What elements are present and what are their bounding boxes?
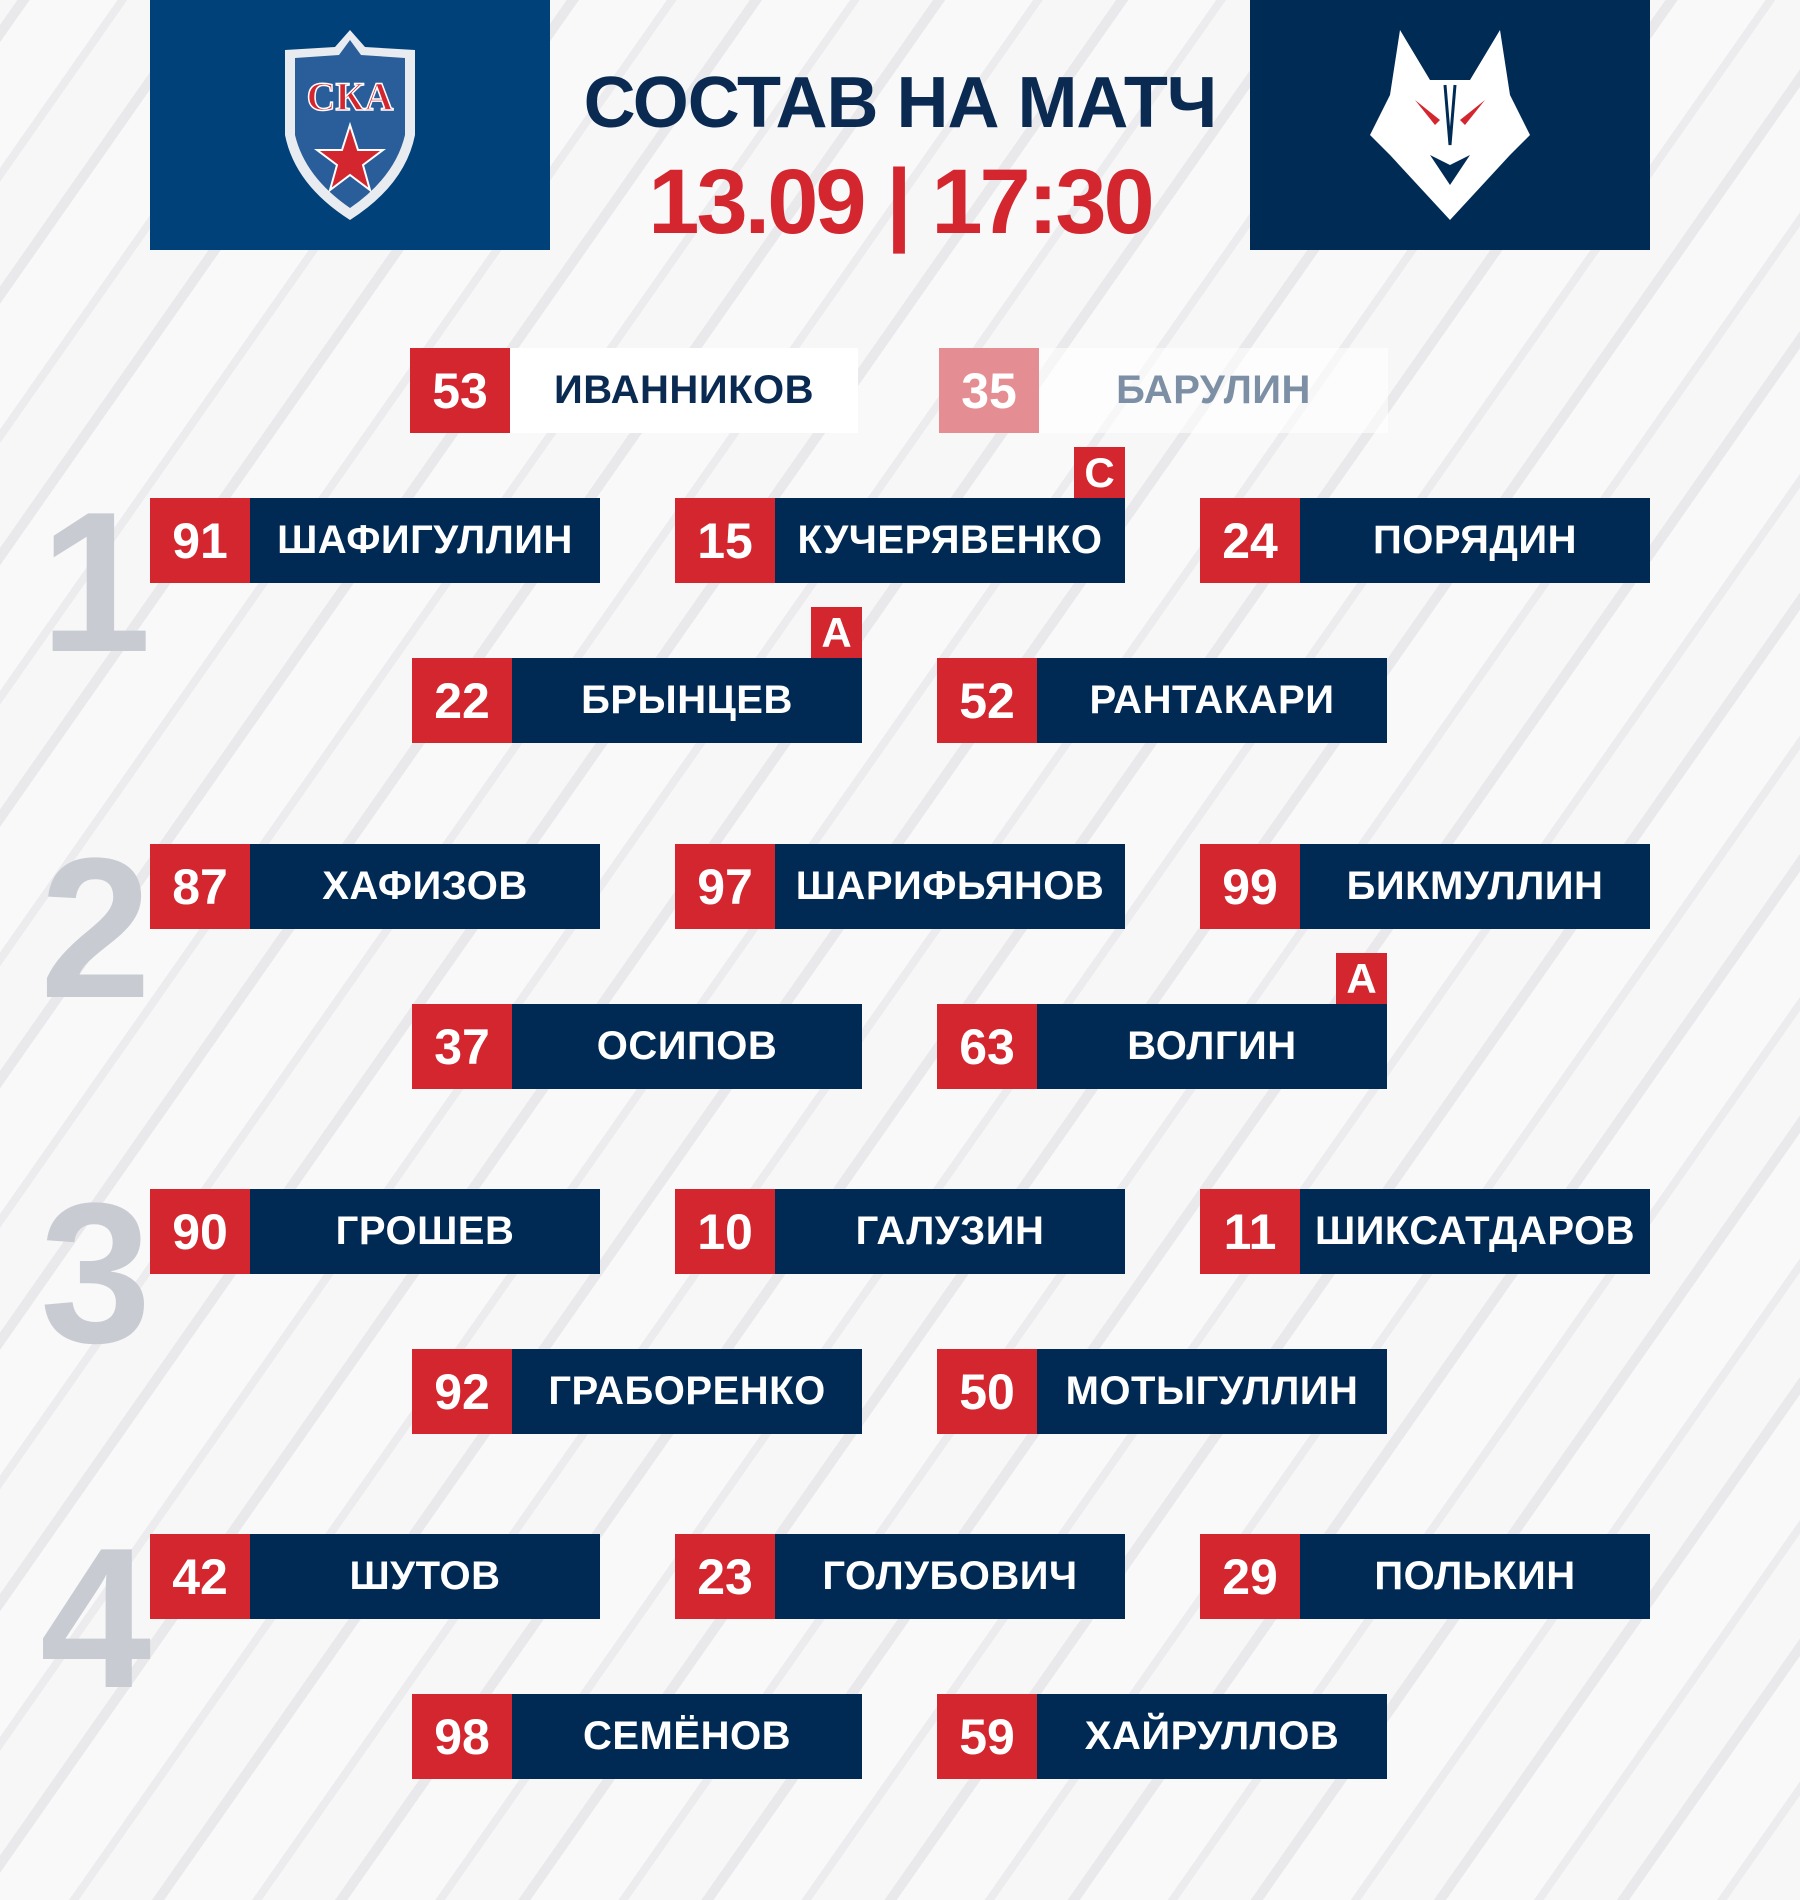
line-number: 3 [40,1162,152,1385]
player-name: ШАФИГУЛЛИН [277,518,573,562]
defense-player: 22 БРЫНЦЕВ [412,658,862,743]
forward-player: 29 ПОЛЬКИН [1200,1534,1650,1619]
defense-player: 37 ОСИПОВ [412,1004,862,1089]
player-name: ШАРИФЬЯНОВ [795,864,1105,908]
forward-player: 11 ШИКСАТДАРОВ [1200,1189,1650,1274]
player-number: 53 [410,348,510,433]
player-number: 52 [937,658,1037,743]
player-number: 24 [1200,498,1300,583]
defense-player: 50 МОТЫГУЛЛИН [937,1349,1387,1434]
forward-player: 24 ПОРЯДИН [1200,498,1650,583]
player-name: ГРОШЕВ [335,1209,515,1253]
player-name: ОСИПОВ [596,1024,778,1068]
player-number: 99 [1200,844,1300,929]
forward-player: 87 ХАФИЗОВ [150,844,600,929]
forward-player: 42 ШУТОВ [150,1534,600,1619]
line-number: 1 [40,471,152,694]
player-number: 35 [939,348,1039,433]
player-number: 92 [412,1349,512,1434]
player-name: СЕМЁНОВ [582,1714,792,1758]
player-name: ГОЛУБОВИЧ [822,1554,1078,1598]
ska-shield-logo: СКА [285,30,415,220]
player-name: БРЫНЦЕВ [581,678,793,722]
player-name: БИКМУЛЛИН [1346,864,1604,908]
alternate-captain-badge: А [811,607,862,658]
forward-player: 15 КУЧЕРЯВЕНКО [675,498,1125,583]
player-number: 97 [675,844,775,929]
player-number: 50 [937,1349,1037,1434]
defense-player: 59 ХАЙРУЛЛОВ [937,1694,1387,1779]
player-name: ГРАБОРЕНКО [548,1369,826,1413]
ska-logo-text: СКА [307,74,394,119]
player-name: ХАФИЗОВ [322,864,528,908]
player-name: ПОЛЬКИН [1374,1554,1576,1598]
player-name: ПОРЯДИН [1373,518,1577,562]
player-name: ШУТОВ [349,1554,501,1598]
player-name: ШИКСАТДАРОВ [1314,1209,1636,1253]
player-name: РАНТАКАРИ [1089,678,1335,722]
wolf-head-logo [1370,30,1530,220]
defense-player: 98 СЕМЁНОВ [412,1694,862,1779]
forward-player: 23 ГОЛУБОВИЧ [675,1534,1125,1619]
player-number: 37 [412,1004,512,1089]
line-number: 2 [40,817,152,1040]
player-name: ИВАННИКОВ [554,368,814,412]
captain-badge: С [1074,447,1125,498]
player-name: ВОЛГИН [1127,1024,1297,1068]
page-title: СОСТАВ НА МАТЧ [583,63,1218,143]
player-number: 23 [675,1534,775,1619]
player-number: 22 [412,658,512,743]
defense-player: 63 ВОЛГИН [937,1004,1387,1089]
player-number: 29 [1200,1534,1300,1619]
player-number: 42 [150,1534,250,1619]
forward-player: 90 ГРОШЕВ [150,1189,600,1274]
player-name: МОТЫГУЛЛИН [1065,1369,1359,1413]
player-name: ХАЙРУЛЛОВ [1084,1714,1340,1758]
player-name: КУЧЕРЯВЕНКО [797,518,1103,562]
player-number: 90 [150,1189,250,1274]
goalie-starting: 53 ИВАННИКОВ [410,348,858,433]
player-name: БАРУЛИН [1116,368,1311,412]
alternate-captain-badge: А [1336,953,1387,1004]
player-number: 10 [675,1189,775,1274]
forward-player: 91 ШАФИГУЛЛИН [150,498,600,583]
defense-player: 92 ГРАБОРЕНКО [412,1349,862,1434]
player-name: ГАЛУЗИН [855,1209,1045,1253]
match-datetime: 13.09 | 17:30 [648,151,1154,253]
player-number: 98 [412,1694,512,1779]
home-team-logo-panel: СКА [150,0,550,250]
away-team-logo-panel [1250,0,1650,250]
forward-player: 99 БИКМУЛЛИН [1200,844,1650,929]
player-number: 15 [675,498,775,583]
goalie-backup: 35 БАРУЛИН [939,348,1388,433]
defense-player: 52 РАНТАКАРИ [937,658,1387,743]
player-number: 91 [150,498,250,583]
forward-player: 10 ГАЛУЗИН [675,1189,1125,1274]
line-number: 4 [40,1507,152,1730]
player-number: 63 [937,1004,1037,1089]
player-number: 87 [150,844,250,929]
player-number: 59 [937,1694,1037,1779]
player-number: 11 [1200,1189,1300,1274]
forward-player: 97 ШАРИФЬЯНОВ [675,844,1125,929]
